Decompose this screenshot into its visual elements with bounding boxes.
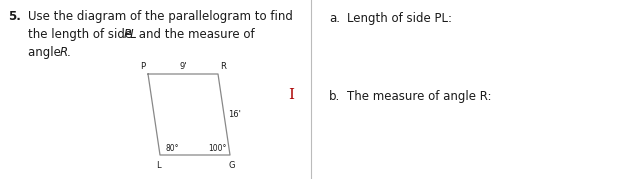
Text: .: .	[67, 46, 71, 59]
Text: PL: PL	[124, 28, 138, 41]
Text: R: R	[220, 62, 226, 71]
Text: I: I	[288, 88, 294, 102]
Text: The measure of angle R:: The measure of angle R:	[347, 90, 492, 103]
Text: P: P	[140, 62, 145, 71]
Text: a.: a.	[329, 12, 340, 25]
Text: 9': 9'	[179, 62, 187, 71]
Text: b.: b.	[329, 90, 340, 103]
Text: 5.: 5.	[8, 10, 21, 23]
Text: 100°: 100°	[208, 144, 227, 153]
Text: R: R	[60, 46, 68, 59]
Text: Use the diagram of the parallelogram to find: Use the diagram of the parallelogram to …	[28, 10, 293, 23]
Text: 80°: 80°	[166, 144, 180, 153]
Text: and the measure of: and the measure of	[135, 28, 255, 41]
Text: 16': 16'	[228, 110, 241, 119]
Text: Length of side PL:: Length of side PL:	[347, 12, 452, 25]
Text: L: L	[156, 161, 161, 170]
Text: the length of side: the length of side	[28, 28, 136, 41]
Text: G: G	[229, 161, 235, 170]
Text: angle: angle	[28, 46, 64, 59]
